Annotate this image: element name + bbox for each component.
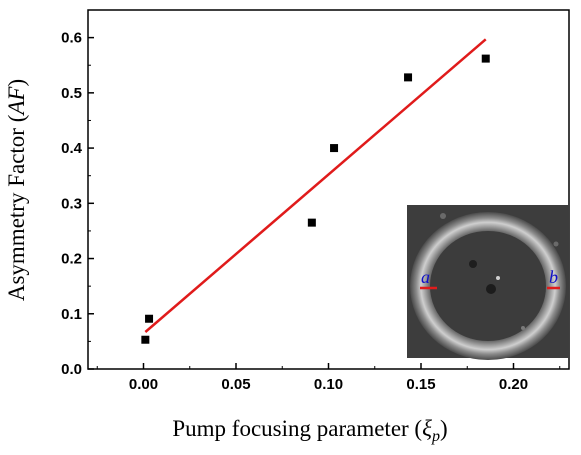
y-tick-label: 0.2 — [61, 251, 82, 268]
fit-layer — [144, 38, 487, 333]
inset-particle — [553, 241, 559, 247]
x-tick-label: 0.15 — [406, 376, 435, 393]
inset-particle — [496, 276, 500, 280]
inset-particle — [486, 284, 496, 294]
x-axis-title-text: Pump focusing parameter ( — [172, 416, 422, 441]
x-axis-title: Pump focusing parameter (ξp) — [172, 416, 447, 445]
y-tick-label: 0.4 — [61, 140, 83, 157]
inset-label-a: a — [421, 267, 430, 287]
y-axis-title: Asymmetry Factor (AF) — [4, 79, 29, 301]
y-tick-label: 0.6 — [61, 30, 82, 47]
x-tick-label: 0.05 — [221, 376, 250, 393]
x-axis-title-math: ξ — [422, 416, 432, 441]
y-tick-label: 0.5 — [61, 85, 82, 102]
data-point — [404, 73, 413, 82]
data-point — [481, 54, 490, 63]
inset-particle — [469, 260, 477, 268]
y-axis-title-math: AF — [4, 86, 29, 117]
data-point — [307, 218, 316, 227]
y-tick-label: 0.1 — [61, 306, 82, 323]
data-point — [145, 314, 154, 323]
data-point — [330, 144, 339, 153]
y-tick-label: 0.0 — [61, 361, 82, 378]
data-point — [141, 335, 150, 344]
y-axis-title-text: Asymmetry Factor ( — [4, 115, 29, 302]
x-axis-title-close: ) — [440, 416, 448, 441]
y-axis-ticks: 0.0 0.1 0.2 0.3 0.4 0.5 0.6 — [61, 9, 94, 378]
x-tick-label: 0.00 — [129, 376, 158, 393]
inset-particle — [521, 326, 525, 330]
inset-image: a b — [407, 205, 569, 360]
inset-label-b: b — [549, 267, 558, 287]
points-layer — [141, 54, 490, 344]
fit-line — [144, 38, 487, 333]
x-tick-label: 0.10 — [314, 376, 343, 393]
y-axis-title-close: ) — [4, 79, 29, 87]
inset-particle — [440, 213, 446, 219]
x-axis-title-sub: p — [431, 428, 440, 445]
y-tick-label: 0.3 — [61, 195, 82, 212]
x-axis-ticks: 0.00 0.05 0.10 0.15 0.20 — [96, 363, 561, 393]
x-tick-label: 0.20 — [499, 376, 528, 393]
